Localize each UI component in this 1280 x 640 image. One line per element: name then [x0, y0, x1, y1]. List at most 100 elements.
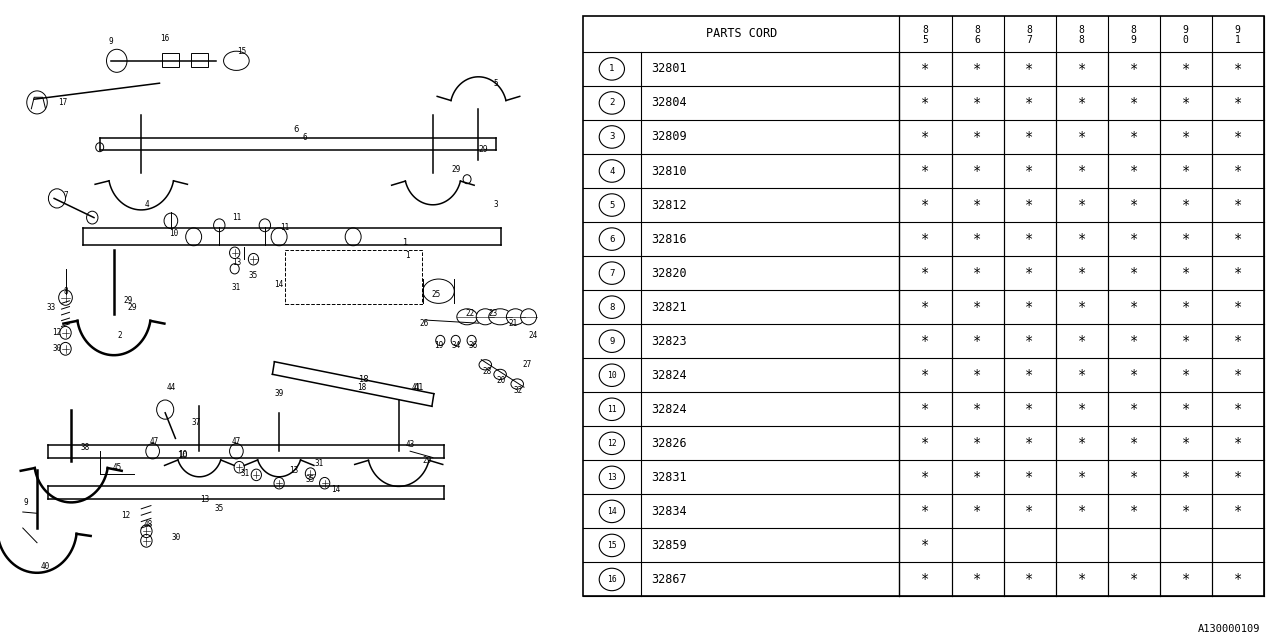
Text: 3: 3	[493, 200, 498, 209]
Text: *: *	[1129, 300, 1138, 314]
Ellipse shape	[479, 360, 492, 370]
Ellipse shape	[489, 309, 512, 325]
Text: *: *	[973, 572, 982, 586]
Text: 11: 11	[607, 404, 617, 414]
Text: *: *	[1025, 164, 1034, 178]
Text: *: *	[1078, 334, 1085, 348]
Text: 32867: 32867	[652, 573, 687, 586]
Text: 38: 38	[81, 444, 90, 452]
Text: 32820: 32820	[652, 267, 687, 280]
Text: 31: 31	[315, 460, 324, 468]
Text: 6: 6	[293, 125, 298, 134]
Text: *: *	[1025, 130, 1034, 144]
Text: 8: 8	[974, 25, 980, 35]
Text: 28: 28	[483, 367, 492, 376]
Text: *: *	[1129, 164, 1138, 178]
Text: 2: 2	[609, 99, 614, 108]
Text: 31: 31	[241, 469, 250, 478]
Text: *: *	[1025, 300, 1034, 314]
Text: 32809: 32809	[652, 131, 687, 143]
Text: 32801: 32801	[652, 62, 687, 76]
Text: 43: 43	[406, 440, 415, 449]
Text: *: *	[1181, 164, 1190, 178]
Text: 44: 44	[166, 383, 175, 392]
Text: 4: 4	[145, 200, 150, 209]
Text: 14: 14	[607, 507, 617, 516]
Text: 8: 8	[63, 287, 68, 296]
Text: *: *	[1234, 403, 1242, 416]
Text: *: *	[1181, 62, 1190, 76]
Text: *: *	[1129, 572, 1138, 586]
Text: *: *	[1078, 164, 1085, 178]
Text: 32824: 32824	[652, 403, 687, 416]
Text: *: *	[1129, 198, 1138, 212]
Text: 32834: 32834	[652, 505, 687, 518]
Text: *: *	[1234, 232, 1242, 246]
Text: *: *	[922, 538, 929, 552]
Text: *: *	[1025, 232, 1034, 246]
Text: 11: 11	[232, 213, 241, 222]
Text: 8: 8	[609, 303, 614, 312]
Text: 1: 1	[1235, 35, 1240, 45]
Text: 40: 40	[41, 562, 50, 571]
Text: *: *	[1181, 232, 1190, 246]
Text: 9: 9	[109, 37, 114, 46]
Text: 35: 35	[248, 271, 259, 280]
Text: 1: 1	[609, 65, 614, 74]
Text: *: *	[1181, 198, 1190, 212]
Ellipse shape	[422, 279, 454, 303]
Text: 21: 21	[508, 319, 517, 328]
Text: 32824: 32824	[652, 369, 687, 381]
Text: 29: 29	[124, 296, 133, 305]
Text: *: *	[1129, 62, 1138, 76]
Text: *: *	[1078, 96, 1085, 110]
Text: *: *	[973, 470, 982, 484]
Text: *: *	[1234, 334, 1242, 348]
Text: 18: 18	[358, 375, 369, 384]
Text: *: *	[1234, 504, 1242, 518]
Ellipse shape	[224, 51, 250, 70]
Text: 35: 35	[306, 476, 315, 484]
Text: *: *	[1234, 266, 1242, 280]
Text: *: *	[1234, 164, 1242, 178]
Text: *: *	[1234, 62, 1242, 76]
Text: 30: 30	[52, 344, 61, 353]
Text: *: *	[922, 368, 929, 382]
Text: *: *	[1025, 368, 1034, 382]
Text: *: *	[1025, 334, 1034, 348]
Ellipse shape	[511, 379, 524, 389]
Text: 11: 11	[280, 223, 289, 232]
Bar	[163, 53, 179, 67]
Text: *: *	[1078, 436, 1085, 451]
Text: *: *	[973, 504, 982, 518]
Text: 17: 17	[58, 98, 68, 107]
Text: 16: 16	[160, 34, 170, 43]
Text: 24: 24	[527, 332, 538, 340]
Text: *: *	[922, 436, 929, 451]
Text: *: *	[1181, 334, 1190, 348]
Text: *: *	[1181, 403, 1190, 416]
Text: A130000109: A130000109	[1198, 623, 1261, 634]
Text: 5: 5	[609, 200, 614, 209]
Text: *: *	[922, 198, 929, 212]
Text: *: *	[1025, 96, 1034, 110]
Text: *: *	[1129, 266, 1138, 280]
Text: 47: 47	[150, 437, 159, 446]
Text: 14: 14	[332, 485, 340, 494]
Text: 8: 8	[1079, 35, 1084, 45]
Text: *: *	[922, 266, 929, 280]
Text: *: *	[1234, 368, 1242, 382]
Text: 10: 10	[607, 371, 617, 380]
Text: 13: 13	[232, 258, 241, 267]
Text: 6: 6	[609, 235, 614, 244]
Text: *: *	[1234, 198, 1242, 212]
Text: 23: 23	[488, 309, 498, 318]
Text: 26: 26	[420, 319, 429, 328]
Text: *: *	[922, 232, 929, 246]
Text: 20: 20	[497, 376, 506, 385]
Text: 32816: 32816	[652, 232, 687, 246]
Text: 12: 12	[120, 511, 131, 520]
Text: *: *	[973, 62, 982, 76]
Ellipse shape	[476, 309, 494, 325]
Text: 29: 29	[451, 165, 461, 174]
